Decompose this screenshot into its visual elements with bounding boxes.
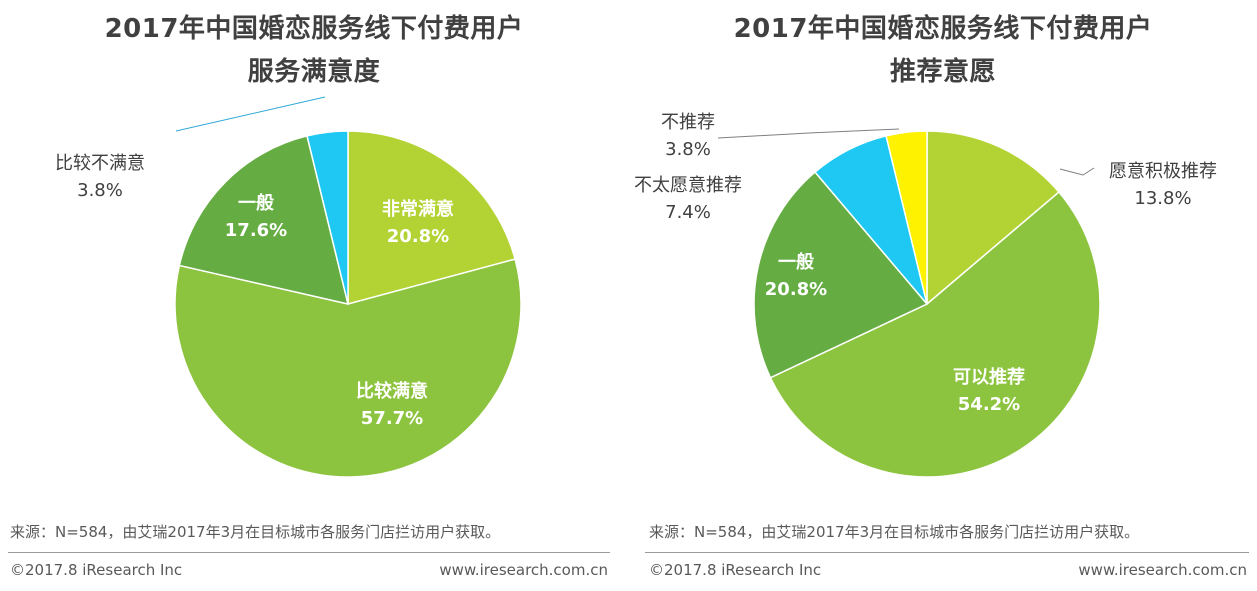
pie-chart-recommendation: 愿意积极推荐 13.8% 可以推荐 54.2% 一般 20.8% 不太愿意推荐 7.4% 不推荐… — [634, 112, 1217, 478]
pie-slice-1 — [347, 130, 516, 305]
slice-value-label: 57.7% — [361, 408, 423, 429]
slice-value-label: 7.4% — [665, 202, 711, 223]
chart-title: 2017年中国婚恋服务线下付费用户 推荐意愿 — [629, 8, 1257, 94]
slice-label: 不推荐 — [661, 112, 715, 133]
slice-label: 可以推荐 — [953, 366, 1025, 388]
slice-label: 比较满意 — [356, 380, 428, 402]
slice-value-label: 20.8% — [387, 226, 449, 247]
chart-title-line2: 推荐意愿 — [889, 57, 996, 87]
pie-chart-satisfaction: 非常满意 20.8% 比较满意 57.7% 一般 17.6% 比较不满意 3.8% — [55, 96, 522, 478]
copyright-text: ©2017.8 iResearch Inc — [10, 561, 183, 579]
footer-divider — [8, 552, 610, 553]
slice-label: 愿意积极推荐 — [1109, 161, 1217, 182]
slice-label: 比较不满意 — [55, 153, 145, 174]
source-note: 来源：N=584，由艾瑞2017年3月在目标城市各服务门店拦访用户获取。 — [649, 523, 1140, 541]
slice-value-label: 13.8% — [1134, 188, 1191, 209]
slice-label: 一般 — [238, 192, 274, 214]
leader-line — [175, 96, 326, 132]
chart-title-line2: 服务满意度 — [247, 57, 381, 87]
slice-label: 不太愿意推荐 — [634, 175, 742, 196]
chart-title-line1: 2017年中国婚恋服务线下付费用户 — [733, 14, 1153, 44]
website-text: www.iresearch.com.cn — [1078, 561, 1247, 579]
slice-value-label: 3.8% — [77, 180, 123, 201]
slice-label: 一般 — [778, 251, 814, 273]
slice-value-label: 20.8% — [765, 279, 827, 300]
pie-slice-5 — [885, 130, 928, 305]
leader-line — [717, 128, 900, 139]
pie-slice-1 — [926, 130, 1060, 306]
chart-title: 2017年中国婚恋服务线下付费用户 服务满意度 — [0, 8, 628, 94]
pie-slice-3 — [753, 171, 929, 379]
footer-divider — [645, 552, 1249, 553]
chart-panel-satisfaction: 2017年中国婚恋服务线下付费用户 服务满意度 非常满意 20.8% 比较满意 57.… — [0, 0, 628, 591]
slice-value-label: 3.8% — [665, 139, 711, 160]
chart-panel-recommendation: 2017年中国婚恋服务线下付费用户 推荐意愿 愿意积极推荐 13.8% 可以推荐 54… — [629, 0, 1257, 591]
pie-slice-4 — [306, 130, 349, 305]
leader-line — [1059, 167, 1095, 176]
copyright-text: ©2017.8 iResearch Inc — [649, 561, 822, 579]
source-note: 来源：N=584，由艾瑞2017年3月在目标城市各服务门店拦访用户获取。 — [10, 523, 501, 541]
pie-slice-2 — [174, 258, 522, 478]
website-text: www.iresearch.com.cn — [439, 561, 608, 579]
slice-label: 非常满意 — [382, 198, 454, 220]
slice-value-label: 54.2% — [958, 394, 1020, 415]
slice-value-label: 17.6% — [225, 220, 287, 241]
pie-slice-3 — [178, 135, 350, 306]
chart-title-line1: 2017年中国婚恋服务线下付费用户 — [104, 14, 524, 44]
pie-slice-2 — [769, 191, 1101, 478]
